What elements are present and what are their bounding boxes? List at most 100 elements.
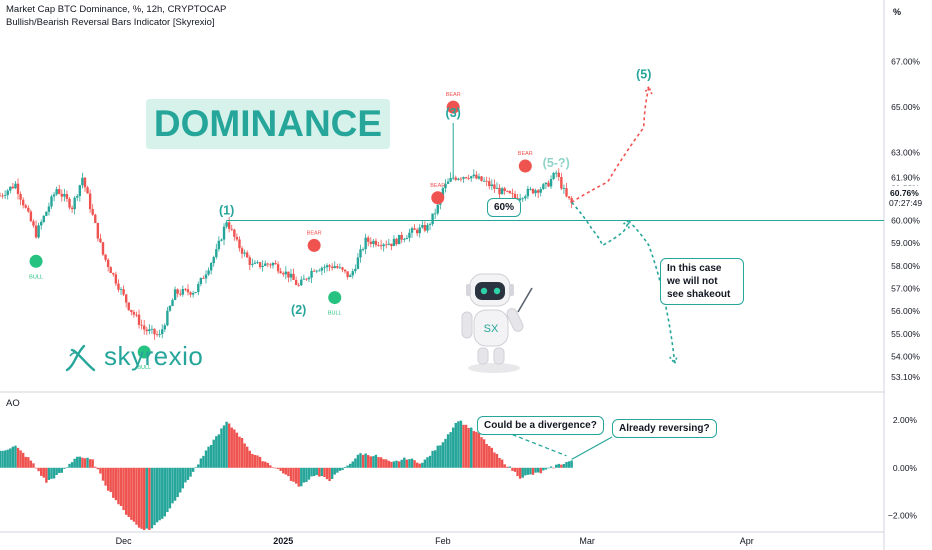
candle-body — [191, 293, 195, 295]
ao-bar — [315, 467, 318, 476]
candle-body — [150, 328, 154, 330]
ao-bar — [230, 427, 233, 468]
ao-bar — [385, 459, 388, 468]
ao-bar — [163, 467, 166, 517]
bull-marker — [29, 254, 43, 268]
candle-body — [405, 237, 409, 240]
candle-body — [65, 194, 69, 199]
candle-body — [431, 213, 434, 225]
wave-label: (2) — [291, 303, 306, 317]
ao-bar — [220, 428, 223, 468]
candle-body — [135, 314, 138, 316]
ao-bar — [305, 467, 308, 482]
ao-bar — [68, 463, 71, 468]
ao-bar — [258, 456, 262, 468]
ao-bar — [47, 467, 51, 480]
ao-bar — [462, 424, 465, 468]
candle-body — [266, 263, 269, 265]
candle-body — [212, 257, 215, 264]
candle-body — [204, 274, 208, 279]
ao-bar — [343, 466, 347, 468]
ao-bar — [289, 467, 293, 481]
candle-body — [137, 314, 141, 325]
ao-bar — [441, 442, 445, 468]
ao-bar — [511, 467, 514, 471]
bear-marker — [307, 238, 321, 252]
bull-marker — [137, 345, 151, 359]
ao-bar — [122, 467, 125, 511]
ao-bar — [555, 464, 558, 468]
ao-bar — [276, 467, 280, 469]
ao-bar — [199, 458, 203, 468]
ao-bar — [565, 461, 568, 468]
candle-body — [248, 257, 251, 265]
ao-bar — [264, 461, 267, 468]
ao-bar — [367, 455, 370, 468]
price-tick-label: 57.00% — [891, 283, 920, 293]
candle-body — [155, 334, 159, 336]
candle-body — [372, 240, 375, 244]
candle-body — [475, 174, 478, 179]
ao-bar — [397, 461, 401, 468]
candle-body — [189, 292, 192, 295]
candle-body — [570, 198, 573, 204]
candle-body — [9, 186, 12, 191]
candle-body — [215, 249, 218, 258]
candle-body — [163, 325, 166, 330]
candle-body — [351, 271, 354, 276]
ao-bar — [261, 461, 264, 468]
ao-bar — [212, 439, 215, 468]
ao-bar — [6, 449, 9, 468]
candle-body — [385, 244, 388, 246]
ao-bar — [181, 467, 185, 489]
candle-body — [557, 172, 560, 177]
price-candles — [0, 122, 573, 340]
ao-bar — [158, 467, 161, 521]
candle-body — [230, 228, 233, 230]
wave-label: (1) — [219, 203, 234, 217]
bull-label: BULL — [328, 311, 342, 317]
candle-body — [415, 229, 419, 234]
candle-body — [470, 176, 473, 179]
candle-body — [330, 266, 334, 269]
ao-bar — [58, 467, 61, 473]
candle-body — [312, 270, 316, 272]
projection-path — [571, 201, 630, 247]
ao-bar — [76, 456, 79, 468]
ao-bar — [55, 467, 58, 475]
candle-body — [472, 174, 475, 177]
candle-body — [197, 284, 200, 293]
ao-bar — [243, 443, 246, 468]
ao-bar — [168, 467, 172, 509]
candle-body — [34, 225, 38, 238]
ao-bar — [130, 467, 133, 520]
candle-body — [60, 193, 63, 197]
candle-body — [143, 325, 146, 330]
ao-bar — [148, 467, 151, 531]
ao-bar — [3, 450, 7, 468]
ao-bar — [94, 466, 97, 468]
candle-body — [168, 305, 172, 311]
candle-body — [240, 248, 244, 254]
ao-bar — [457, 421, 460, 468]
candle-body — [140, 324, 143, 326]
currency-button[interactable]: % — [893, 7, 902, 17]
candle-body — [441, 188, 445, 197]
candle-body — [294, 280, 298, 285]
ao-bar — [42, 467, 45, 478]
ao-bar — [16, 447, 20, 468]
candle-body — [202, 277, 205, 279]
ao-bar — [498, 457, 501, 468]
candle-body — [464, 177, 468, 179]
grid-lines — [0, 0, 885, 550]
ao-bar — [320, 467, 324, 477]
candle-body — [513, 193, 517, 199]
candle-body — [47, 206, 51, 212]
ao-bar — [325, 467, 329, 480]
overlay: BEAR BEAR BEAR BEAR BULL BULL BULL (1) (2) (3) (5-… — [29, 67, 884, 460]
projection-arrowhead — [643, 85, 653, 95]
ao-bar — [490, 447, 494, 468]
price-tick-label: 54.00% — [891, 352, 920, 362]
candle-body — [235, 236, 239, 240]
ao-bar — [539, 467, 542, 474]
